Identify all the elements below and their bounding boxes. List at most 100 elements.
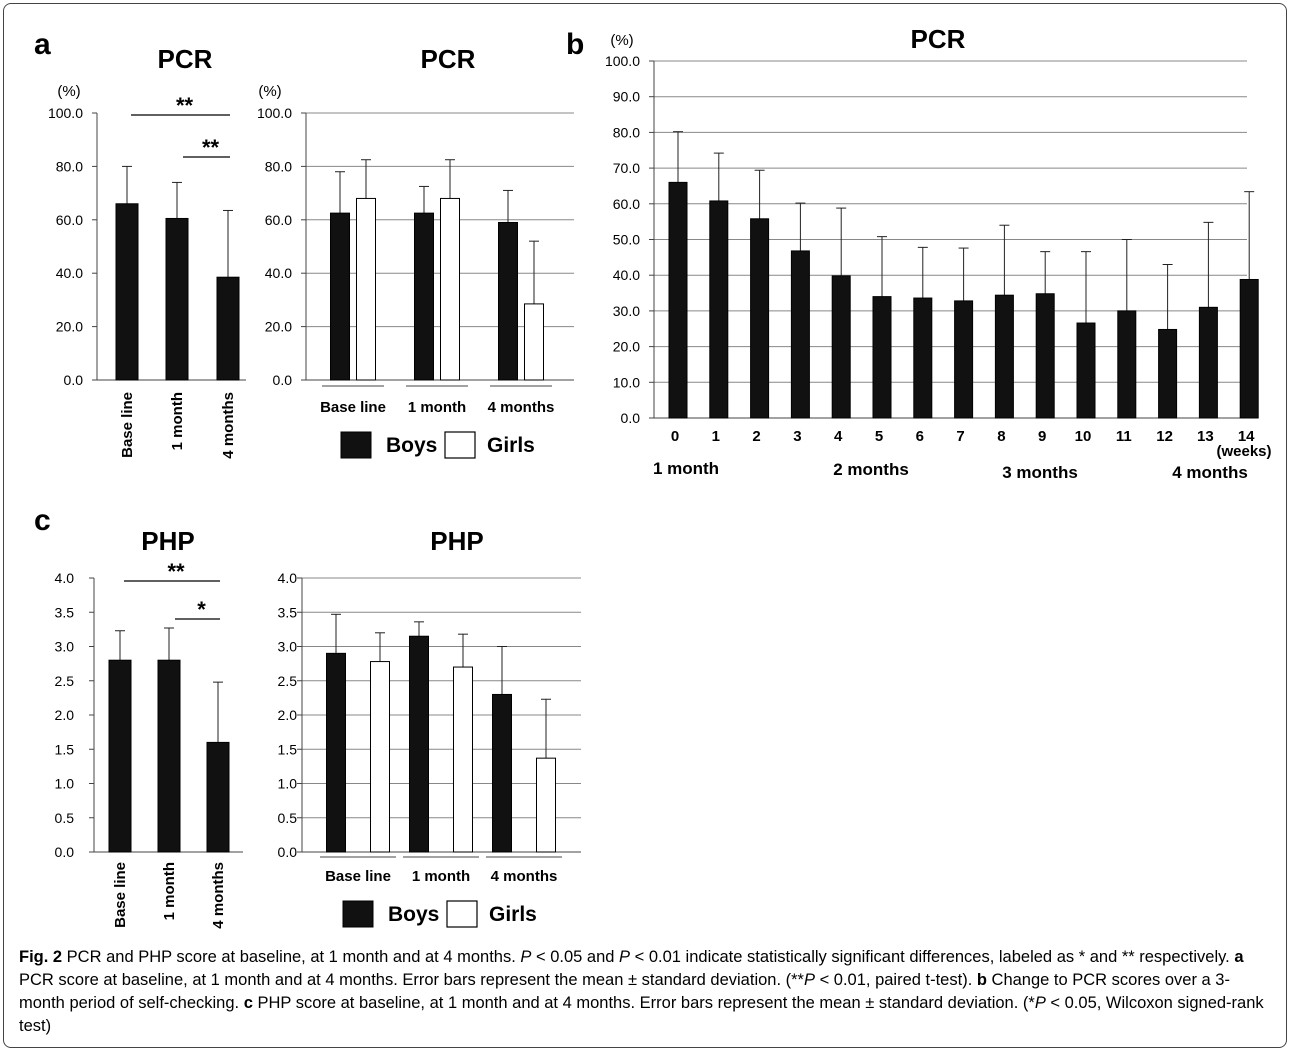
legend-c-girls-swatch: [446, 900, 478, 928]
a1-bar: [165, 217, 189, 381]
panel-letter-b: b: [566, 28, 584, 61]
a1-ytick-label: 0.0: [64, 372, 84, 388]
a1-ytick-label: 60.0: [56, 212, 83, 228]
caption-text-b: Change to PCR scores over a 3-month peri…: [19, 971, 1230, 1012]
a1-x-label: Base line: [119, 392, 136, 458]
b-period-label: 1 month: [653, 459, 719, 478]
c2-bar-girls: [536, 757, 556, 853]
c1-ytick-label: 2.0: [55, 707, 75, 723]
a1-x-label: 1 month: [169, 392, 186, 450]
panel-letter-c: c: [34, 504, 51, 537]
b-ytick-label: 50.0: [613, 232, 640, 248]
b-bar: [668, 181, 688, 419]
b-x-label: 3: [793, 428, 801, 445]
b-title: PCR: [911, 24, 966, 54]
b-ytick-label: 60.0: [613, 196, 640, 212]
a2-bar-boys: [414, 212, 434, 381]
b-bar: [750, 218, 770, 419]
b-bar: [954, 300, 974, 419]
b-bar: [1158, 328, 1178, 419]
b-x-label: 13: [1197, 428, 1214, 445]
b-x-unit: (weeks): [1216, 443, 1271, 460]
c2-ytick-label: 1.0: [278, 776, 298, 792]
c2-x-label: 4 months: [491, 868, 558, 885]
c2-bar-boys: [409, 635, 429, 853]
c2-bar-girls: [453, 666, 473, 853]
b-period-label: 4 months: [1172, 463, 1248, 482]
c1-bar: [108, 659, 132, 853]
b-x-label: 5: [875, 428, 883, 445]
c2-ytick-label: 3.5: [278, 604, 298, 620]
b-bar: [1076, 322, 1096, 419]
b-bar: [1239, 278, 1259, 419]
a1-ytick-label: 80.0: [56, 158, 83, 174]
b-bar: [1035, 293, 1055, 419]
a1-sig-label: **: [176, 93, 194, 118]
b-ytick-label: 30.0: [613, 303, 640, 319]
charts-group: PCR (%) 0.0 20.0 4 0.0 60.0 80.0 100.0 Base line 1…: [48, 24, 1272, 929]
caption-p-2: P: [619, 948, 631, 966]
b-ytick-label: 100.0: [605, 53, 640, 69]
a1-ytick-label: 20.0: [56, 319, 83, 335]
a2-bar-girls: [356, 197, 376, 381]
a2-ytick-label: 60.0: [265, 212, 292, 228]
c1-x-label: 4 months: [210, 862, 227, 929]
a1-title: PCR: [158, 44, 213, 74]
legend-a-girls-label: Girls: [487, 434, 535, 457]
figure-caption: Fig. 2 PCR and PHP score at baseline, at…: [19, 946, 1274, 1038]
c1-ytick-label: 3.0: [55, 639, 75, 655]
legend-a-boys-label: Boys: [386, 434, 437, 457]
c1-ytick-label: 1.0: [55, 776, 75, 792]
b-ytick-label: 70.0: [613, 160, 640, 176]
c1-x-label: Base line: [112, 862, 129, 928]
b-ytick-label: 20.0: [613, 339, 640, 355]
c2-x-label: 1 month: [412, 868, 470, 885]
a2-x-label: Base line: [320, 399, 386, 416]
a2-bar-girls: [524, 303, 544, 381]
caption-text-c: PHP score at baseline, at 1 month and at…: [252, 994, 1035, 1012]
a2-bar-boys: [498, 221, 518, 381]
b-x-label: 2: [752, 428, 760, 445]
legend-a-girls-swatch: [444, 431, 476, 459]
legend-c-boys-swatch: [342, 900, 374, 928]
c1-x-label: 1 month: [161, 862, 178, 920]
b-unit: (%): [610, 32, 633, 49]
b-ytick-label: 90.0: [613, 89, 640, 105]
a2-bar-boys: [330, 212, 350, 381]
a2-ytick-label: 0.0: [273, 372, 293, 388]
b-x-label: 10: [1075, 428, 1092, 445]
c1-sig-label: **: [167, 559, 185, 584]
b-bar: [831, 275, 851, 419]
b-x-label: 14: [1238, 428, 1255, 445]
c2-ytick-label: 1.5: [278, 741, 298, 757]
b-bar: [872, 296, 892, 419]
c1-bar: [206, 741, 230, 853]
a1-x-label: 4 months: [220, 392, 237, 459]
b-x-label: 9: [1038, 428, 1046, 445]
b-bar: [913, 297, 933, 419]
a2-ytick-label: 20.0: [265, 319, 292, 335]
caption-letter-a: a: [1234, 948, 1244, 966]
a1-sig-label: **: [202, 135, 220, 160]
b-bar: [709, 200, 729, 419]
legend-c-boys-label: Boys: [388, 903, 439, 926]
caption-fig-label: Fig. 2: [19, 948, 63, 966]
a2-unit: (%): [258, 83, 281, 100]
caption-text-a: PCR score at baseline, at 1 month and at…: [19, 971, 804, 989]
c2-ytick-label: 2.0: [278, 707, 298, 723]
a2-x-label: 4 months: [488, 399, 555, 416]
c1-title: PHP: [141, 526, 194, 556]
c1-ytick-label: 4.0: [55, 570, 75, 586]
c2-ytick-label: 0.5: [278, 810, 298, 826]
c2-bar-girls: [370, 661, 390, 853]
b-bar: [790, 250, 810, 419]
b-bar: [1198, 306, 1218, 419]
caption-text-1: PCR and PHP score at baseline, at 1 mont…: [62, 948, 521, 966]
c2-x-label: Base line: [325, 868, 391, 885]
b-x-label: 4: [834, 428, 843, 445]
legend-c-girls-label: Girls: [489, 903, 537, 926]
caption-p-1: P: [520, 948, 532, 966]
c1-ytick-label: 0.5: [55, 810, 75, 826]
c2-ytick-label: 2.5: [278, 673, 298, 689]
caption-p-4: P: [1034, 994, 1046, 1012]
